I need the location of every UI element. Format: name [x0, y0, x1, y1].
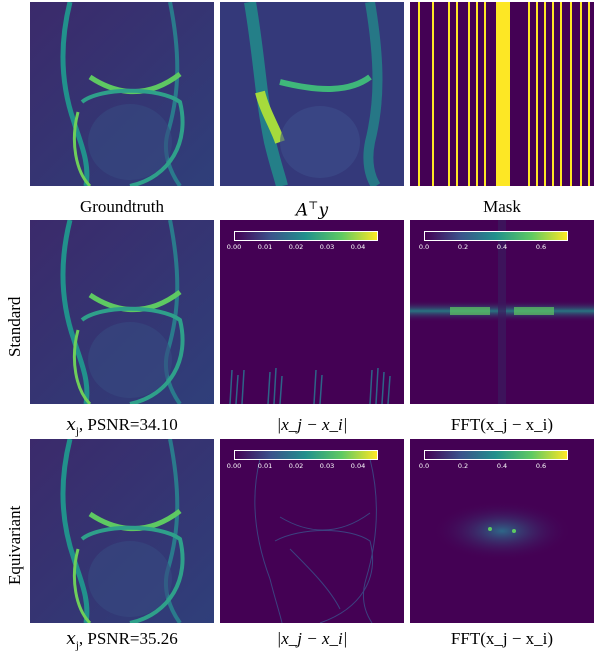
caption-equivariant-xj: xj, PSNR=35.26: [30, 628, 214, 656]
aty-image: [220, 2, 404, 186]
fft-colorbar: 0.0 0.2 0.4 0.6: [419, 231, 568, 251]
mask-line-13: [580, 2, 582, 186]
tick-0: 0.00: [226, 462, 242, 470]
tick-3: 0.6: [535, 462, 547, 470]
caption-groundtruth: Groundtruth: [79, 197, 165, 216]
caption-equivariant-fft: FFT(x_j − x_i): [450, 629, 554, 648]
equivariant-fft-image: 0.0 0.2 0.4 0.6: [410, 439, 594, 623]
standard-xj-image: [30, 220, 214, 404]
groundtruth-image: [30, 2, 214, 186]
equivariant-xj-image: [30, 439, 214, 623]
mask-line-4: [468, 2, 470, 186]
diff-colorbar: 0.00 0.01 0.02 0.03 0.04: [227, 231, 378, 251]
caption-standard-fft: FFT(x_j − x_i): [450, 415, 554, 434]
tick-1: 0.01: [257, 243, 273, 251]
fft-colorbar-eq: 0.0 0.2 0.4 0.6: [419, 450, 568, 470]
caption-equivariant-diff: |x_j − x_i|: [276, 629, 348, 648]
caption-j: j: [75, 639, 79, 652]
mask-line-7: [528, 2, 530, 186]
mask-line-6: [484, 2, 486, 186]
tick-3: 0.03: [319, 462, 335, 470]
tick-0: 0.0: [418, 243, 430, 251]
mask-line-5: [476, 2, 478, 186]
diff-colorbar-eq: 0.00 0.01 0.02 0.03 0.04: [227, 450, 378, 470]
tick-3: 0.03: [319, 243, 335, 251]
caption-psnr: , PSNR=35.26: [78, 629, 178, 648]
mask-line-11: [560, 2, 562, 186]
mask-line-0: [418, 2, 420, 186]
mask-line-2: [448, 2, 450, 186]
caption-mask: Mask: [483, 197, 521, 216]
tick-2: 0.02: [288, 243, 304, 251]
tick-1: 0.2: [457, 243, 469, 251]
mask-line-12: [570, 2, 572, 186]
tick-2: 0.4: [496, 243, 508, 251]
tick-4: 0.04: [350, 462, 366, 470]
row-label-standard: Standard: [5, 296, 24, 357]
caption-psnr: , PSNR=34.10: [78, 415, 178, 434]
caption-aty-a: A: [295, 200, 309, 221]
mask-line-14: [588, 2, 590, 186]
mask-line-3: [456, 2, 458, 186]
tick-1: 0.01: [257, 462, 273, 470]
equivariant-diff-image: 0.00 0.01 0.02 0.03 0.04: [220, 439, 404, 623]
tick-0: 0.00: [226, 243, 242, 251]
mask-line-9: [544, 2, 546, 186]
tick-4: 0.04: [350, 243, 366, 251]
caption-x: x: [66, 415, 76, 435]
mask-image: [410, 2, 594, 186]
mask-line-1: [432, 2, 434, 186]
mask-line-8: [536, 2, 538, 186]
standard-diff-image: 0.00 0.01 0.02 0.03 0.04: [220, 220, 404, 404]
caption-j: j: [75, 425, 79, 438]
tick-1: 0.2: [457, 462, 469, 470]
caption-aty: A⊤y: [220, 195, 404, 222]
caption-standard-xj: xj, PSNR=34.10: [30, 414, 214, 442]
caption-aty-t: ⊤: [308, 200, 319, 212]
standard-fft-image: 0.0 0.2 0.4 0.6: [410, 220, 594, 404]
tick-2: 0.02: [288, 462, 304, 470]
tick-0: 0.0: [418, 462, 430, 470]
caption-aty-y: y: [318, 200, 329, 221]
row-label-equivariant: Equivariant: [5, 505, 24, 585]
mask-center-band: [496, 2, 510, 186]
caption-x: x: [66, 629, 76, 649]
tick-2: 0.4: [496, 462, 508, 470]
caption-standard-diff: |x_j − x_i|: [276, 415, 348, 434]
mask-line-10: [552, 2, 554, 186]
tick-3: 0.6: [535, 243, 547, 251]
